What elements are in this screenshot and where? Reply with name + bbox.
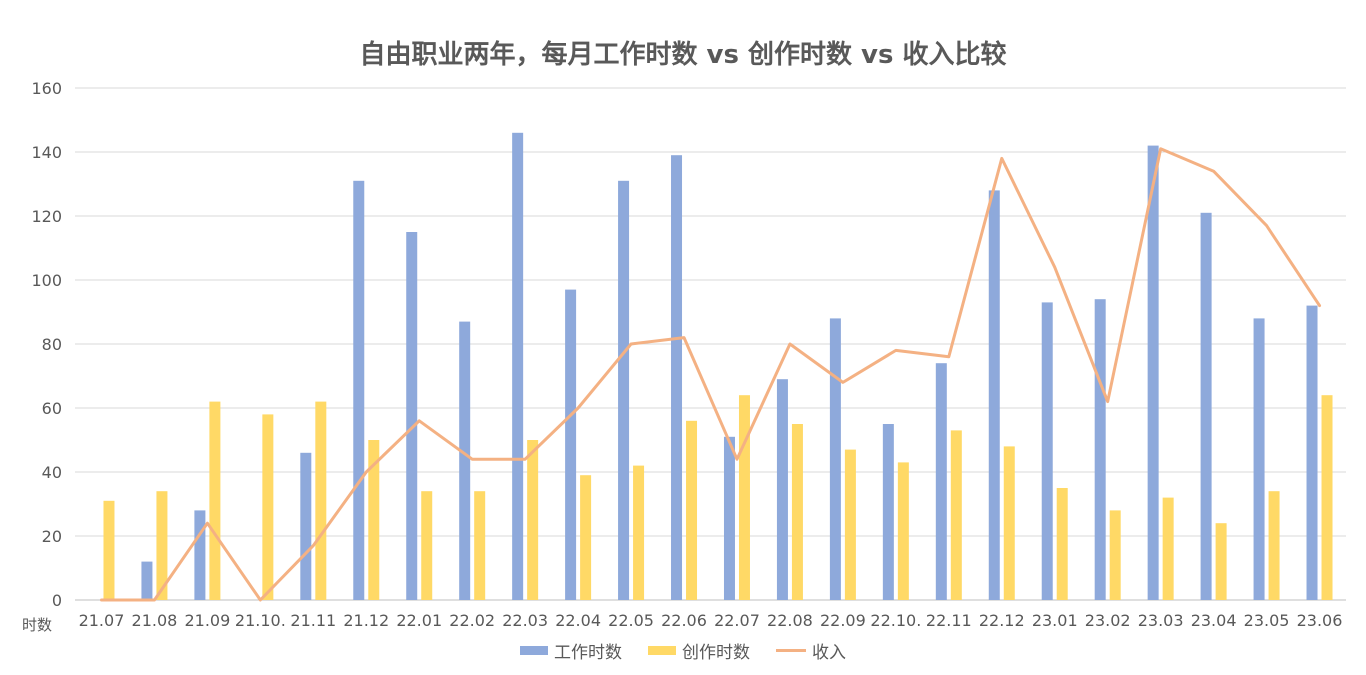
legend-label-creation: 创作时数: [682, 643, 750, 663]
bar-creation-hours: [103, 500, 115, 600]
bar-creation-hours: [686, 420, 698, 600]
bar-work-hours: [300, 452, 312, 600]
bar-work-hours: [1094, 299, 1106, 600]
bar-creation-hours: [1162, 497, 1174, 600]
bar-creation-hours: [950, 430, 962, 600]
bar-work-hours: [1041, 302, 1053, 600]
bar-work-hours: [1306, 305, 1318, 600]
x-tick-label: 22.08: [767, 611, 813, 630]
bar-work-hours: [1200, 212, 1212, 601]
bar-creation-hours: [580, 475, 592, 600]
bar-creation-hours: [156, 491, 168, 600]
bar-creation-hours: [1268, 491, 1280, 600]
bar-creation-hours: [897, 462, 909, 600]
x-tick-label: 23.06: [1297, 611, 1343, 630]
x-tick-label: 21.10.: [235, 611, 286, 630]
bar-work-hours: [935, 363, 947, 600]
bar-work-hours: [671, 155, 683, 600]
y-tick-label: 140: [31, 143, 62, 162]
x-tick-label: 22.09: [820, 611, 866, 630]
income-line-path: [99, 147, 1322, 602]
bar-creation-hours: [421, 491, 433, 600]
x-tick-labels: 21.07 21.08 21.09 21.10. 21.11 21.12 22.01 22.0…: [79, 611, 1343, 630]
bar-creation-hours: [1215, 523, 1227, 600]
y-tick-label: 60: [42, 399, 62, 418]
y-tick-label: 20: [42, 527, 62, 546]
bar-work-hours: [988, 190, 1000, 600]
legend-item-work[interactable]: 工作时数: [520, 638, 622, 663]
bar-creation-hours: [633, 465, 645, 600]
bar-creation-hours: [262, 414, 274, 600]
x-tick-label: 22.01: [396, 611, 442, 630]
y-tick-label: 40: [42, 463, 62, 482]
bars: [103, 132, 1333, 601]
x-tick-label: 23.01: [1032, 611, 1078, 630]
x-tick-label: 22.02: [449, 611, 495, 630]
x-tick-label: 23.03: [1138, 611, 1184, 630]
bar-work-hours: [565, 289, 577, 600]
gridlines: [75, 87, 1346, 601]
bar-work-hours: [512, 132, 524, 601]
bar-work-hours: [1253, 318, 1265, 600]
bar-work-hours: [723, 436, 735, 600]
bar-creation-hours: [1056, 488, 1068, 600]
x-tick-label: 21.07: [79, 611, 125, 630]
bar-creation-hours: [474, 491, 486, 600]
y-tick-label: 80: [42, 335, 62, 354]
x-tick-label: 23.02: [1085, 611, 1131, 630]
y-axis-label: 时数: [22, 616, 52, 634]
legend-item-income[interactable]: 收入: [776, 638, 846, 663]
y-tick-label: 120: [31, 207, 62, 226]
bar-work-hours: [194, 510, 206, 600]
x-tick-label: 21.12: [343, 611, 389, 630]
bar-work-hours: [459, 321, 471, 600]
bar-work-hours: [882, 424, 894, 600]
bar-work-hours: [829, 318, 841, 600]
bar-work-hours: [1147, 145, 1159, 600]
legend-swatch-income: [776, 649, 806, 652]
legend-swatch-creation: [648, 646, 676, 655]
legend-label-income: 收入: [812, 643, 846, 663]
x-tick-label: 22.06: [661, 611, 707, 630]
x-tick-label: 23.05: [1244, 611, 1290, 630]
bar-work-hours: [406, 232, 418, 600]
x-tick-label: 21.09: [184, 611, 230, 630]
legend-label-work: 工作时数: [554, 643, 622, 663]
y-tick-label: 160: [31, 79, 62, 98]
bar-work-hours: [776, 379, 788, 600]
x-tick-label: 21.08: [132, 611, 178, 630]
bar-creation-hours: [315, 401, 327, 600]
bar-creation-hours: [1003, 446, 1015, 600]
x-tick-label: 22.03: [502, 611, 548, 630]
x-tick-label: 22.12: [979, 611, 1025, 630]
bar-creation-hours: [738, 395, 750, 600]
bar-creation-hours: [527, 440, 539, 600]
legend: 工作时数 创作时数 收入: [0, 638, 1366, 663]
bar-creation-hours: [844, 449, 856, 600]
x-tick-label: 22.10.: [870, 611, 921, 630]
y-tick-label: 100: [31, 271, 62, 290]
bar-creation-hours: [791, 424, 803, 600]
bar-work-hours: [141, 561, 153, 600]
bar-work-hours: [353, 180, 365, 601]
y-tick-label: 0: [52, 591, 62, 610]
legend-item-creation[interactable]: 创作时数: [648, 638, 750, 663]
legend-swatch-work: [520, 646, 548, 655]
bar-creation-hours: [1109, 510, 1121, 600]
x-tick-label: 22.11: [926, 611, 972, 630]
bar-creation-hours: [1321, 395, 1333, 600]
x-tick-label: 21.11: [290, 611, 336, 630]
bar-work-hours: [618, 180, 630, 601]
chart-title: 自由职业两年，每月工作时数 vs 创作时数 vs 收入比较: [359, 40, 1007, 70]
y-tick-labels: 0 20 40 60 80 100 120 140 160: [31, 79, 62, 610]
x-tick-label: 22.04: [555, 611, 601, 630]
bar-creation-hours: [368, 440, 380, 600]
bar-creation-hours: [209, 401, 221, 600]
x-tick-label: 22.05: [608, 611, 654, 630]
x-tick-label: 22.07: [714, 611, 760, 630]
income-line: [99, 147, 1322, 602]
x-tick-label: 23.04: [1191, 611, 1237, 630]
